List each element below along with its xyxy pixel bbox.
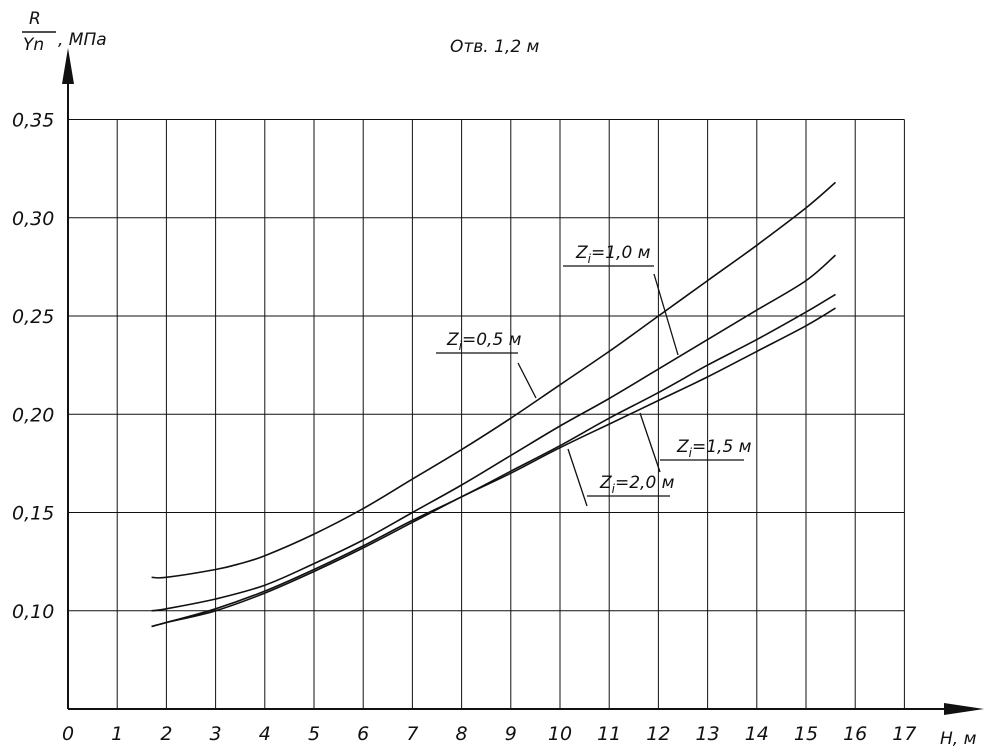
- x-tick-label: 4: [259, 723, 271, 745]
- x-tick-label: 16: [843, 723, 867, 745]
- x-tick-label: 3: [210, 723, 222, 745]
- series-leader-line-3: [640, 413, 660, 472]
- x-axis-arrow: [944, 703, 984, 715]
- x-tick-label: 5: [308, 723, 320, 745]
- tick-labels: 0 1 2 3 4 5 6 7 8 9 10 11 12 13 14 15 16 170,100,150,200,…: [12, 110, 916, 746]
- series-leader-line-1: [518, 363, 536, 398]
- x-tick-label: 12: [646, 723, 670, 745]
- y-tick-label: 0,15: [12, 503, 54, 525]
- series-line-4: [152, 308, 836, 626]
- chart-title: Отв. 1,2 м: [450, 37, 540, 57]
- series-label-1: Zi=0,5 м: [446, 330, 522, 353]
- series-label-2: Zi=1,0 м: [575, 243, 651, 266]
- x-tick-label: 2: [160, 723, 172, 745]
- series-leader-line-2: [654, 274, 678, 355]
- series-line-1: [152, 182, 836, 578]
- y-axis-label: R Yn , МПа: [22, 9, 107, 55]
- x-tick-label: 8: [456, 723, 468, 745]
- x-tick-label: 17: [892, 723, 916, 745]
- x-tick-label: 10: [548, 723, 572, 745]
- grid: [68, 120, 904, 710]
- series-line-2: [152, 255, 836, 611]
- series-leader-line-4: [568, 449, 587, 506]
- x-tick-label: 13: [696, 723, 720, 745]
- series-label-3: Zi=1,5 м: [676, 437, 752, 460]
- x-tick-label: 7: [406, 723, 418, 745]
- x-axis-label: H, м: [940, 729, 977, 749]
- x-tick-label: 14: [745, 723, 769, 745]
- curves: [152, 182, 836, 626]
- y-axis-label-numerator: R: [29, 9, 41, 29]
- y-tick-label: 0,20: [12, 404, 54, 426]
- y-tick-label: 0,25: [12, 306, 54, 328]
- x-tick-label: 9: [505, 723, 517, 745]
- x-tick-label: 0: [62, 723, 74, 745]
- series-label-4: Zi=2,0 м: [599, 473, 675, 496]
- y-axis-arrow: [62, 48, 74, 84]
- y-tick-label: 0,10: [12, 601, 54, 623]
- y-axis-label-unit: , МПа: [58, 30, 107, 50]
- y-tick-label: 0,30: [12, 208, 54, 230]
- x-tick-label: 6: [357, 723, 369, 745]
- x-tick-label: 15: [794, 723, 818, 745]
- y-axis-label-denominator: Yn: [23, 35, 44, 55]
- x-tick-label: 1: [111, 723, 123, 745]
- y-tick-label: 0,35: [12, 110, 54, 132]
- x-tick-label: 11: [597, 723, 621, 745]
